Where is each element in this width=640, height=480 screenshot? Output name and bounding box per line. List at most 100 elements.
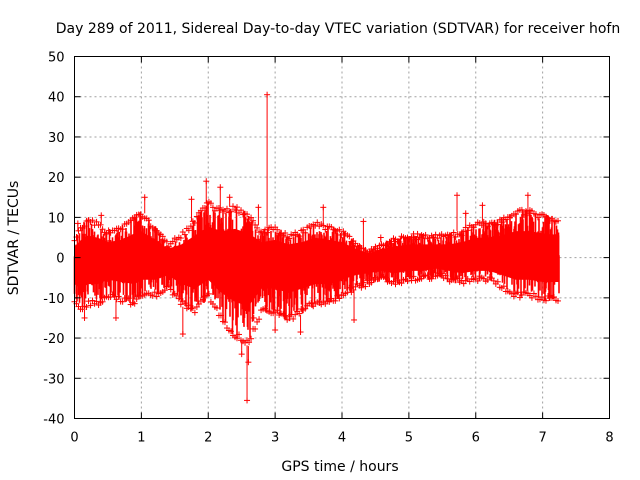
y-tick-label: -20 — [43, 332, 64, 347]
data-point-marker — [264, 229, 271, 236]
y-tick-label: 30 — [48, 131, 65, 146]
x-tick-label: 6 — [472, 431, 480, 446]
data-point-marker — [199, 296, 206, 303]
data-point-marker — [555, 217, 562, 224]
data-point-marker — [238, 207, 245, 214]
x-tick-label: 2 — [204, 431, 212, 446]
data-point-marker — [81, 314, 88, 321]
data-point-marker — [297, 329, 304, 336]
data-point-marker — [119, 298, 126, 305]
y-tick-label: -40 — [43, 413, 64, 428]
data-point-marker — [412, 236, 419, 243]
data-point-marker — [498, 219, 505, 226]
data-point-marker — [187, 223, 194, 230]
data-point-marker — [500, 283, 507, 290]
data-point-marker — [555, 297, 562, 304]
data-point-marker — [382, 274, 389, 281]
data-point-marker — [149, 292, 156, 299]
data-point-marker — [236, 331, 243, 338]
data-point-marker — [422, 231, 429, 238]
data-point-marker — [494, 278, 501, 285]
data-point-marker — [458, 232, 465, 239]
data-point-marker — [322, 226, 329, 233]
data-point-marker — [189, 305, 196, 312]
data-point-marker — [388, 238, 395, 245]
data-point-marker — [165, 243, 172, 250]
data-point-marker — [93, 298, 100, 305]
data-point-marker — [518, 206, 525, 213]
data-point-marker — [246, 339, 253, 346]
data-point-marker — [248, 335, 255, 342]
y-tick-label: 40 — [48, 91, 65, 106]
data-point-marker — [360, 218, 367, 225]
data-point-marker — [217, 184, 224, 191]
data-point-marker — [314, 219, 321, 226]
data-point-marker — [408, 234, 415, 241]
data-point-marker — [238, 351, 245, 358]
data-point-marker — [250, 217, 257, 224]
data-point-marker — [478, 222, 485, 229]
data-point-marker — [93, 218, 100, 225]
data-point-marker — [336, 295, 343, 302]
data-point-marker — [410, 273, 417, 280]
data-point-marker — [153, 293, 160, 300]
data-point-marker — [274, 226, 281, 233]
data-point-marker — [188, 196, 195, 203]
x-axis-title: GPS time / hours — [281, 459, 398, 475]
data-point-marker — [528, 294, 535, 301]
x-tick-label: 0 — [70, 431, 78, 446]
data-point-marker — [524, 210, 531, 217]
data-point-marker — [191, 309, 198, 316]
data-point-marker — [524, 192, 531, 199]
data-point-marker — [223, 205, 230, 212]
data-point-marker — [119, 226, 126, 233]
data-point-marker — [464, 227, 471, 234]
data-point-marker — [364, 277, 371, 284]
data-point-marker — [169, 238, 176, 245]
x-tick-label: 1 — [137, 431, 145, 446]
data-point-marker — [207, 200, 214, 207]
data-point-marker — [205, 290, 212, 297]
y-axis-title: SDTVAR / TECUs — [6, 181, 22, 296]
data-point-marker — [245, 359, 252, 366]
data-point-marker — [300, 226, 307, 233]
y-tick-label: 0 — [56, 252, 64, 267]
data-point-marker — [89, 297, 96, 304]
data-point-marker — [332, 297, 339, 304]
y-tick-label: -10 — [43, 292, 64, 307]
y-tick-label: -30 — [43, 372, 64, 387]
data-point-marker — [430, 269, 437, 276]
data-point-marker — [203, 178, 210, 185]
data-point-marker — [234, 204, 241, 211]
data-point-marker — [165, 282, 172, 289]
data-point-marker — [89, 217, 96, 224]
data-point-marker — [292, 311, 299, 318]
data-point-marker — [336, 226, 343, 233]
data-point-marker — [326, 298, 333, 305]
data-point-marker — [125, 295, 132, 302]
data-point-marker — [479, 202, 486, 209]
x-tick-label: 7 — [538, 431, 546, 446]
chart-title: Day 289 of 2011, Sidereal Day-to-day VTE… — [56, 21, 620, 37]
data-point-marker — [81, 223, 88, 230]
data-point-marker — [145, 217, 152, 224]
data-point-marker — [264, 91, 271, 98]
data-point-marker — [213, 305, 220, 312]
data-point-marker — [282, 229, 289, 236]
data-point-marker — [226, 194, 233, 201]
data-point-marker — [484, 223, 491, 230]
data-point-marker — [115, 293, 122, 300]
data-point-marker — [520, 211, 527, 218]
data-point-marker — [274, 307, 281, 314]
data-point-marker — [112, 314, 119, 321]
data-point-marker — [414, 230, 421, 237]
data-point-marker — [474, 278, 481, 285]
x-tick-label: 4 — [338, 431, 346, 446]
data-point-marker — [351, 316, 358, 323]
data-point-marker — [103, 230, 110, 237]
data-point-marker — [250, 314, 257, 321]
data-point-marker — [99, 298, 106, 305]
data-point-marker — [404, 278, 411, 285]
data-point-marker — [234, 335, 241, 342]
